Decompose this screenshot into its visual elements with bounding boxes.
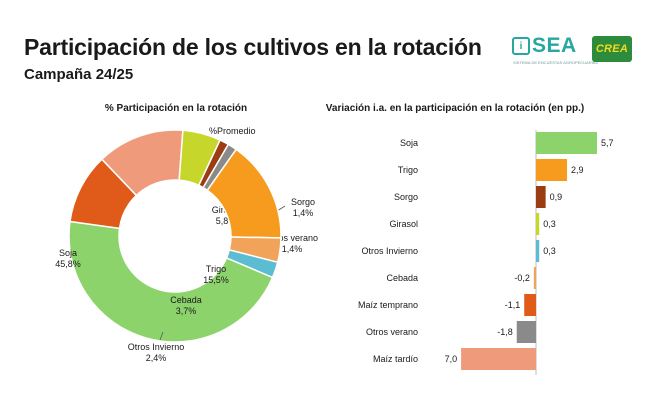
donut-label-trigo: Trigo	[206, 264, 226, 274]
donut-label-cebada: Cebada	[170, 295, 202, 305]
bar-category-otros_invierno: Otros Invierno	[361, 246, 418, 256]
page-title: Participación de los cultivos en la rota…	[24, 34, 482, 60]
sea-logo-tagline: SISTEMA DE ENCUESTAS AGROPECUARIAS	[513, 60, 599, 65]
bar-cebada	[533, 267, 536, 289]
donut-value-trigo: 15,5%	[203, 275, 229, 285]
donut-legend-note: %Promedio	[209, 126, 256, 136]
donut-chart: % Participación en la rotación %Promedio S…	[55, 103, 318, 363]
donut-title: % Participación en la rotación	[105, 103, 247, 114]
sea-logo-text: SEA	[532, 34, 577, 57]
bar-value-girasol: 0,3	[543, 219, 556, 229]
bar-sorgo	[536, 186, 546, 208]
donut-value-cebada: 3,7%	[176, 306, 197, 316]
donut-leader-otros_invierno	[159, 331, 164, 341]
bar-category-trigo: Trigo	[398, 165, 418, 175]
bar-value-otros_invierno: 0,3	[543, 246, 556, 256]
bar-girasol	[536, 213, 540, 235]
bar-category-sorgo: Sorgo	[394, 192, 418, 202]
sea-logo-mark: i	[512, 37, 530, 55]
bar-category-maiz_tardio: Maíz tardío	[373, 354, 418, 364]
bar-otros_invierno	[536, 240, 540, 262]
bar-chart-title: Variación i.a. en la participación en la…	[326, 103, 584, 114]
bar-otros_verano	[516, 321, 536, 343]
bar-soja	[536, 132, 597, 154]
bar-chart: Variación i.a. en la participación en la…	[326, 103, 614, 375]
bar-category-cebada: Cebada	[386, 273, 418, 283]
donut-value-girasol: 5,8%	[216, 216, 237, 226]
donut-label-sorgo: Sorgo	[291, 197, 315, 207]
bar-value-trigo: 2,9	[571, 165, 584, 175]
donut-value-sorgo: 1,4%	[293, 208, 314, 218]
donut-label-otros_verano: Otros verano	[266, 233, 318, 243]
bar-value-otros_verano: -1,8	[497, 327, 513, 337]
bar-category-maiz_temprano: Maíz temprano	[358, 300, 418, 310]
bar-value-soja: 5,7	[601, 138, 614, 148]
sea-logo: i SEA	[512, 34, 577, 58]
page-subtitle: Campaña 24/25	[24, 66, 134, 83]
donut-value-otros_verano: 1,4%	[282, 244, 303, 254]
bar-value-maiz_temprano: -1,1	[505, 300, 521, 310]
donut-label-otros_invierno: Otros Invierno	[128, 342, 185, 352]
bar-category-otros_verano: Otros verano	[366, 327, 418, 337]
donut-value-soja: 45,8%	[55, 259, 81, 269]
bar-value-cebada: -0,2	[514, 273, 530, 283]
bar-maiz_tardio	[461, 348, 536, 370]
donut-slice-otros_invierno	[225, 248, 279, 279]
bar-maiz_temprano	[524, 294, 536, 316]
bar-value-sorgo: 0,9	[550, 192, 563, 202]
bar-category-girasol: Girasol	[389, 219, 418, 229]
donut-value-otros_invierno: 2,4%	[146, 353, 167, 363]
donut-slice-soja	[68, 220, 274, 343]
donut-label-soja: Soja	[59, 248, 77, 258]
crea-logo: CREA	[592, 36, 632, 62]
crea-logo-text: CREA	[595, 43, 629, 55]
bar-category-soja: Soja	[400, 138, 418, 148]
bar-trigo	[536, 159, 568, 181]
bar-value-maiz_tardio: 7,0	[445, 354, 458, 364]
